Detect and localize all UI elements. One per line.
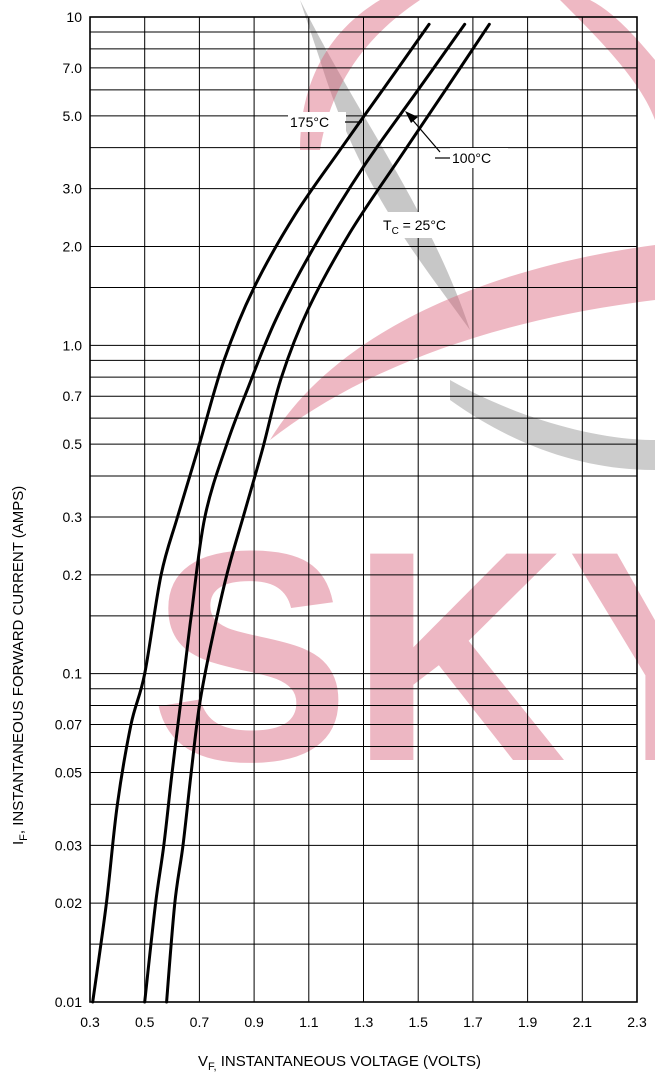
- y-tick-label-1: 0.02: [55, 895, 82, 911]
- y-axis-label-rest: , INSTANTANEOUS FORWARD CURRENT (AMPS): [10, 486, 27, 834]
- y-tick-label-14: 7.0: [63, 60, 83, 76]
- label-100: 100°C: [452, 150, 491, 166]
- watermark-swoosh-red-2: [300, 0, 420, 150]
- label-25-sub: C: [392, 226, 399, 237]
- watermark-swoosh-gray-2: [450, 380, 655, 470]
- label-100-arrowhead: [405, 111, 418, 123]
- x-tick-label-2: 0.7: [190, 1014, 210, 1030]
- y-tick-label-6: 0.2: [63, 567, 83, 583]
- y-tick-label-13: 5.0: [63, 108, 83, 124]
- x-tick-label-1: 0.5: [135, 1014, 155, 1030]
- x-tick-label-6: 1.5: [408, 1014, 428, 1030]
- x-tick-label-7: 1.7: [463, 1014, 483, 1030]
- plot-border: [89, 16, 638, 1003]
- series-line-0: [91, 22, 431, 1004]
- y-axis-label-main: I: [10, 841, 27, 845]
- label-25-bg: [380, 212, 464, 238]
- x-tick-label-8: 1.9: [518, 1014, 538, 1030]
- y-tick-label-2: 0.03: [55, 837, 82, 853]
- y-tick-label-3: 0.05: [55, 765, 82, 781]
- x-axis-label-main: V: [198, 1053, 208, 1070]
- x-tick-label-3: 0.9: [244, 1014, 264, 1030]
- label-100-arrow: [409, 116, 441, 153]
- series-layer: [91, 22, 491, 1004]
- y-axis-label-sub: F: [18, 834, 30, 841]
- x-axis-label-rest: INSTANTANEOUS VOLTAGE (VOLTS): [217, 1053, 481, 1070]
- y-tick-labels: 0.01 0.02 0.03 0.05 0.07 0.1 0.2 0.3 0.5 0.7 1.0 2.…: [55, 9, 82, 1010]
- watermark-logo: SKY: [150, 0, 655, 824]
- annotations: 175°C 100°C TC = 25°C: [288, 111, 508, 238]
- label-25-main: T: [383, 217, 392, 233]
- watermark-swoosh-red-3: [560, 0, 655, 120]
- label-25-rest: = 25°C: [399, 217, 446, 233]
- grid: [89, 16, 638, 1003]
- x-tick-label-10: 2.3: [627, 1014, 647, 1030]
- y-tick-label-12: 3.0: [63, 181, 83, 197]
- x-tick-label-9: 2.1: [573, 1014, 593, 1030]
- y-tick-label-4: 0.07: [55, 717, 82, 733]
- y-tick-label-15: 10: [66, 9, 82, 25]
- y-tick-label-7: 0.3: [63, 509, 83, 525]
- label-175: 175°C: [290, 114, 329, 130]
- y-tick-label-9: 0.7: [63, 388, 83, 404]
- y-tick-label-11: 2.0: [63, 238, 83, 254]
- label-175-bg: [288, 112, 346, 132]
- watermark-text: SKY: [150, 488, 655, 824]
- y-axis-label: IF, INSTANTANEOUS FORWARD CURRENT (AMPS): [10, 486, 30, 845]
- y-tick-label-0: 0.01: [55, 994, 82, 1010]
- y-tick-label-5: 0.1: [63, 666, 83, 682]
- label-25: TC = 25°C: [383, 217, 446, 237]
- x-tick-labels: 0.3 0.5 0.7 0.9 1.1 1.3 1.5 1.7 1.9 2.1 2.3: [80, 1014, 647, 1030]
- watermark-swoosh-red: [270, 245, 655, 440]
- x-tick-label-5: 1.3: [354, 1014, 374, 1030]
- x-axis-label-sub: F,: [208, 1061, 217, 1073]
- x-axis-label: VF, INSTANTANEOUS VOLTAGE (VOLTS): [198, 1053, 481, 1073]
- watermark-swoosh-gray: [300, 0, 470, 330]
- label-100-bg: [450, 148, 508, 168]
- y-tick-label-10: 1.0: [63, 337, 83, 353]
- series-line-2: [165, 22, 491, 1004]
- y-tick-label-8: 0.5: [63, 436, 83, 452]
- x-tick-label-4: 1.1: [299, 1014, 319, 1030]
- series-line-1: [143, 22, 467, 1004]
- x-tick-label-0: 0.3: [80, 1014, 100, 1030]
- plot-frame: [89, 16, 638, 1003]
